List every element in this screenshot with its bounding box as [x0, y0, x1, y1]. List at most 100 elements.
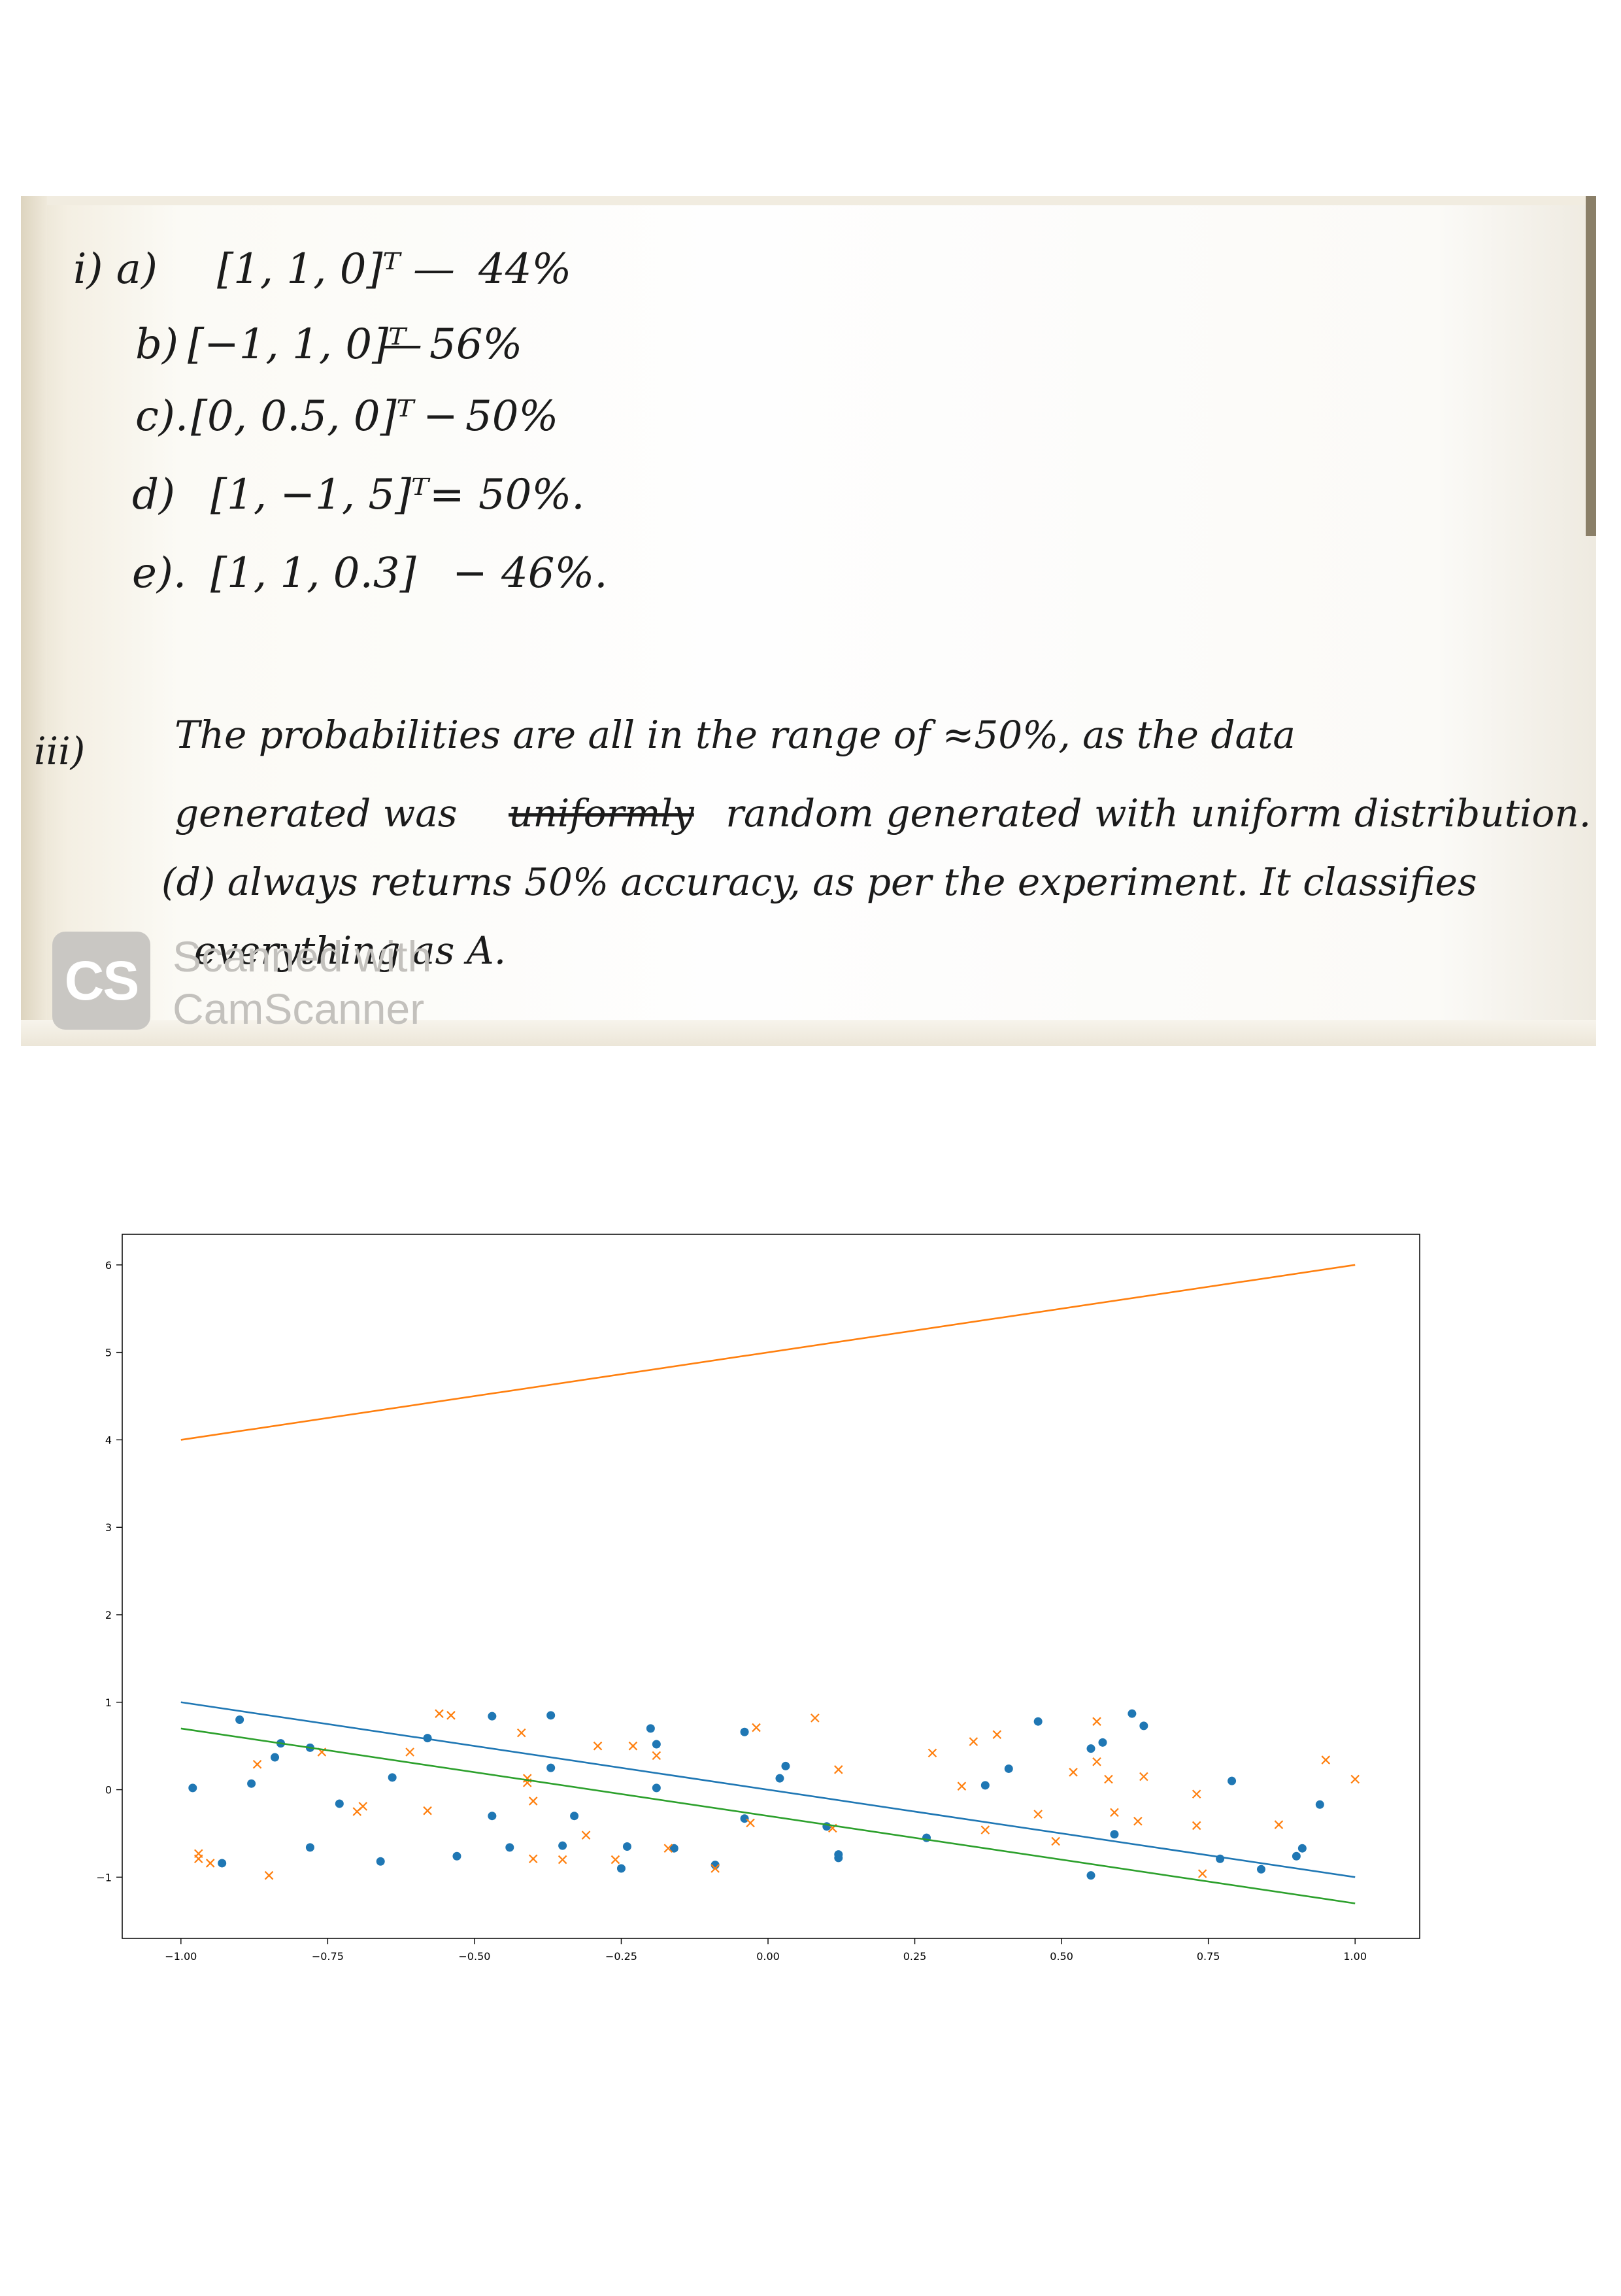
data-point-x — [1192, 1789, 1201, 1799]
scan-left-shadow — [21, 196, 47, 1046]
data-point-x — [516, 1728, 526, 1738]
data-point-x — [423, 1806, 432, 1815]
data-point-circle — [1315, 1800, 1324, 1809]
data-point-x — [1139, 1772, 1148, 1781]
answer-vector: [1, −1, 5]ᵀ — [210, 471, 429, 519]
scan-top-edge — [21, 196, 1596, 205]
answer-separator: − — [452, 549, 488, 598]
answer-label: b) — [135, 320, 178, 369]
data-point-x — [581, 1831, 591, 1840]
answer-vector: [−1, 1, 0]ᵀ — [188, 320, 406, 369]
data-point-circle — [505, 1843, 514, 1852]
data-point-x — [317, 1747, 327, 1757]
answer-vector: [1, 1, 0.3] — [210, 549, 416, 598]
data-point-circle — [1004, 1764, 1013, 1773]
data-point-x — [663, 1844, 673, 1853]
series-line — [180, 1727, 1356, 1904]
data-point-x — [352, 1807, 362, 1816]
data-point-circle — [1228, 1776, 1237, 1785]
data-point-circle — [235, 1715, 244, 1725]
data-point-circle — [834, 1853, 843, 1863]
data-point-circle — [822, 1822, 831, 1831]
data-point-x — [1274, 1820, 1284, 1829]
data-point-x — [528, 1854, 538, 1864]
x-tick-label: −1.00 — [165, 1950, 197, 1963]
data-point-x — [752, 1723, 761, 1732]
data-point-x — [1110, 1808, 1119, 1817]
part-iii-line-4: everything as A. — [194, 928, 507, 973]
data-point-circle — [1033, 1717, 1043, 1726]
data-point-x — [652, 1751, 661, 1761]
data-point-x — [1033, 1810, 1043, 1819]
data-point-circle — [781, 1761, 790, 1770]
data-point-circle — [834, 1850, 843, 1859]
data-point-x — [834, 1765, 843, 1774]
data-point-circle — [488, 1812, 497, 1821]
y-tick-label: 5 — [105, 1347, 112, 1359]
y-tick-label: 4 — [105, 1434, 112, 1446]
data-point-circle — [1139, 1721, 1148, 1730]
data-point-circle — [305, 1743, 314, 1752]
data-point-circle — [488, 1712, 497, 1721]
y-tick-label: 1 — [105, 1697, 112, 1709]
x-tick-label: 0.25 — [903, 1950, 927, 1963]
answer-value: 50% — [465, 392, 559, 441]
answer-row-d: d) [1, −1, 5]ᵀ = 50%. — [132, 474, 585, 516]
y-tick-label: −1 — [96, 1871, 112, 1883]
data-point-x — [957, 1781, 967, 1791]
answer-value: 46%. — [501, 549, 608, 598]
y-tick-label: 3 — [105, 1521, 112, 1534]
data-point-circle — [740, 1727, 749, 1736]
data-point-circle — [558, 1841, 567, 1850]
answer-value: 44% — [478, 245, 572, 294]
data-point-x — [1092, 1717, 1101, 1726]
data-point-x — [252, 1759, 262, 1769]
data-point-x — [828, 1823, 837, 1833]
struck-word: uniformly — [509, 791, 694, 836]
data-point-circle — [1086, 1871, 1095, 1880]
x-tick-label: −0.25 — [605, 1950, 637, 1963]
part-iii-label: iii) — [34, 729, 86, 773]
data-point-circle — [980, 1781, 990, 1790]
data-point-x — [358, 1802, 368, 1811]
data-point-circle — [247, 1779, 256, 1788]
answer-value: 56% — [429, 320, 523, 369]
line-2-end: random generated with uniform distributi… — [726, 791, 1592, 836]
camscanner-logo: CS — [52, 932, 150, 1030]
data-point-x — [746, 1818, 755, 1828]
data-point-x — [1133, 1816, 1143, 1826]
data-point-circle — [622, 1842, 631, 1851]
data-point-x — [1350, 1774, 1360, 1784]
x-tick-label: −0.75 — [312, 1950, 344, 1963]
answer-label: e). — [132, 549, 187, 598]
data-point-x — [1104, 1774, 1113, 1784]
watermark-line-1: Scanned with — [173, 932, 432, 981]
camscanner-logo-text: CS — [64, 949, 140, 1011]
data-point-circle — [218, 1859, 227, 1868]
part-iii-line-2: generated was uniformly random generated… — [175, 794, 1591, 832]
data-point-circle — [652, 1783, 661, 1793]
data-point-x — [558, 1855, 567, 1865]
data-point-x — [522, 1778, 532, 1787]
data-point-x — [811, 1714, 820, 1723]
data-point-circle — [1128, 1709, 1137, 1718]
data-point-circle — [710, 1861, 720, 1870]
data-point-x — [446, 1711, 456, 1720]
data-point-x — [1192, 1821, 1201, 1831]
scanned-page: i) a) [1, 1, 0]ᵀ — 44% b) [−1, 1, 0]ᵀ — … — [21, 196, 1596, 1046]
data-point-circle — [1098, 1738, 1107, 1747]
data-point-x — [1069, 1768, 1078, 1777]
watermark-line-2: CamScanner — [173, 985, 425, 1033]
part-iii-line-1: The probabilities are all in the range o… — [175, 713, 1295, 757]
x-tick-label: 0.00 — [756, 1950, 780, 1963]
answer-separator: — — [413, 245, 455, 294]
answer-separator: − — [423, 392, 458, 441]
data-point-circle — [669, 1844, 678, 1853]
data-point-x — [522, 1774, 532, 1783]
data-point-x — [405, 1747, 414, 1757]
data-point-x — [593, 1741, 603, 1751]
answer-vector: [0, 0.5, 0]ᵀ — [191, 392, 414, 441]
data-point-circle — [775, 1774, 784, 1783]
data-point-circle — [188, 1783, 197, 1793]
scan-right-edge — [1586, 196, 1596, 536]
